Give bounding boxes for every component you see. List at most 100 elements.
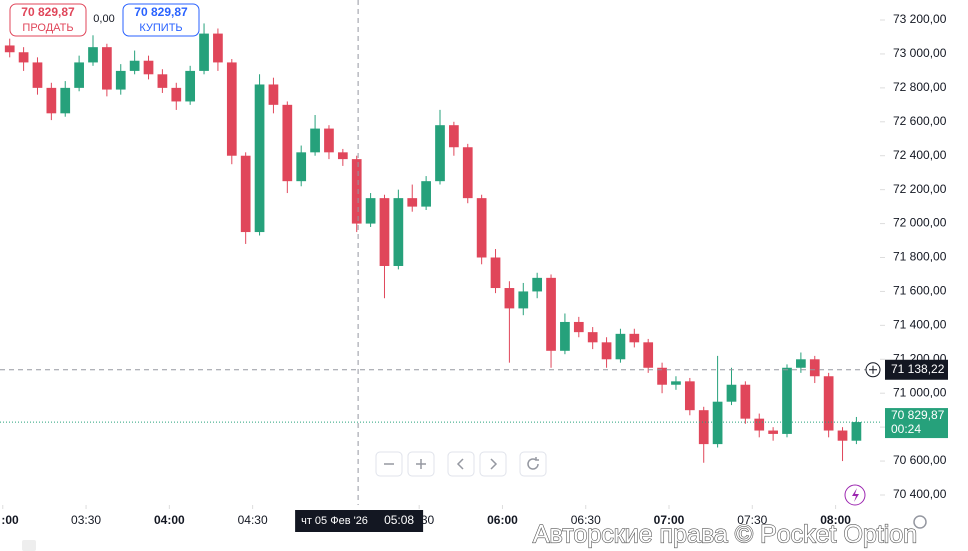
candle-body [337, 152, 348, 160]
candle-body [365, 198, 376, 224]
y-tick-label: 71 800,00 [893, 250, 947, 264]
buy-button[interactable] [122, 3, 200, 37]
candle-body [629, 333, 640, 343]
icon [527, 457, 539, 470]
icon [869, 365, 877, 374]
x-tick-label: 07:00 [654, 513, 685, 527]
candle-body [532, 277, 543, 292]
buy-label: КУПИТЬ [139, 22, 182, 34]
candle-body [74, 62, 84, 88]
candle-body [296, 152, 307, 182]
y-tick-label: 72 800,00 [893, 80, 947, 94]
candle-body [268, 84, 279, 105]
candle-body [560, 321, 570, 351]
y-tick-label: 72 000,00 [893, 216, 947, 230]
candle-body [282, 104, 293, 182]
scroll-right[interactable] [479, 451, 507, 477]
x-tick-label: 03:30 [71, 513, 101, 527]
candle-body [407, 198, 418, 207]
candle-body [60, 87, 71, 114]
y-tick-label: 71 000,00 [893, 385, 947, 399]
last-price-label: 70 829,87 [891, 408, 945, 422]
buy-price: 70 829,87 [134, 5, 188, 19]
icon [852, 488, 859, 502]
y-tick-label: 72 200,00 [893, 182, 947, 196]
y-tick-label: 73 200,00 [893, 12, 947, 26]
candle-body [115, 70, 126, 90]
candle-body [657, 367, 667, 385]
y-tick-label: 72 400,00 [893, 148, 947, 162]
y-tick-label: 70 400,00 [893, 487, 947, 501]
candle-body [684, 381, 695, 411]
x-tick-label: 04:00 [154, 513, 185, 527]
candle-body [129, 60, 140, 71]
candle-body [435, 125, 445, 182]
candle-body [379, 198, 390, 266]
candle-body [546, 277, 556, 351]
watermark: Авторские права © Pocket Option [533, 521, 917, 549]
y-tick-label: 72 600,00 [893, 114, 947, 128]
crosshair-time-label: 05:08 [384, 513, 414, 527]
x-tick-label: 04:30 [238, 513, 268, 527]
candle-body [726, 384, 737, 402]
candle-body [240, 155, 251, 233]
candle-body [46, 87, 57, 114]
candle-body [601, 342, 612, 360]
candle-body [213, 33, 223, 63]
x-tick-label: 06:30 [571, 513, 601, 527]
x-tick-label: 06:00 [487, 513, 518, 527]
crosshair-time-box [295, 510, 424, 532]
candle-body [615, 333, 626, 360]
candle-body [393, 198, 404, 266]
candle-body [782, 367, 792, 434]
candle-body [809, 359, 820, 377]
plot [0, 0, 880, 505]
y-tick-label: 73 000,00 [893, 46, 947, 60]
x-tick-label: 07:30 [737, 513, 767, 527]
tab [22, 540, 36, 551]
candle-body [740, 384, 751, 419]
candle-body [449, 125, 459, 148]
candle-body [504, 288, 515, 309]
candle-body [712, 401, 723, 445]
reset[interactable] [519, 451, 547, 477]
spread: 0,00 [93, 13, 114, 25]
candle-body [157, 74, 168, 88]
trade-panel: 70 829,87 ПРОДАТЬ 0,00 70 829,87 КУПИТЬ [9, 3, 200, 37]
last-price-timer: 00:24 [891, 422, 921, 436]
y-tick-label: 71 600,00 [893, 284, 947, 298]
candle-body [226, 62, 237, 156]
candle-body [490, 257, 501, 289]
candle-body [796, 359, 806, 368]
candle-body [518, 291, 529, 309]
candle-body [698, 410, 709, 445]
candle-body [754, 418, 765, 431]
candle-body [324, 128, 334, 153]
candle-body [587, 332, 598, 343]
candle-body [768, 430, 778, 434]
crosshair-price-label: 71 138,22 [891, 362, 945, 376]
candle-body [643, 342, 654, 368]
settings-button[interactable] [913, 515, 927, 529]
candle-body [199, 33, 209, 71]
candle-body [310, 128, 320, 153]
sell-price: 70 829,87 [21, 5, 75, 19]
x-tick-label: 08:00 [820, 513, 851, 527]
candle-body [4, 45, 15, 53]
last-price-box [885, 408, 948, 439]
y-tick-label: 70 600,00 [893, 453, 947, 467]
candle-body [351, 159, 362, 224]
icon [456, 458, 464, 470]
candle-body [421, 181, 431, 207]
candle-body [671, 381, 681, 385]
candle-body [462, 147, 473, 199]
zoom-toolbar [375, 451, 547, 477]
sell-button[interactable] [9, 3, 87, 37]
candle-body [185, 70, 196, 102]
candle-body [254, 84, 265, 233]
scroll-left[interactable] [447, 451, 475, 477]
x-tick-label: :00 [1, 513, 19, 527]
icon [490, 458, 498, 470]
sell-label: ПРОДАТЬ [22, 22, 73, 34]
